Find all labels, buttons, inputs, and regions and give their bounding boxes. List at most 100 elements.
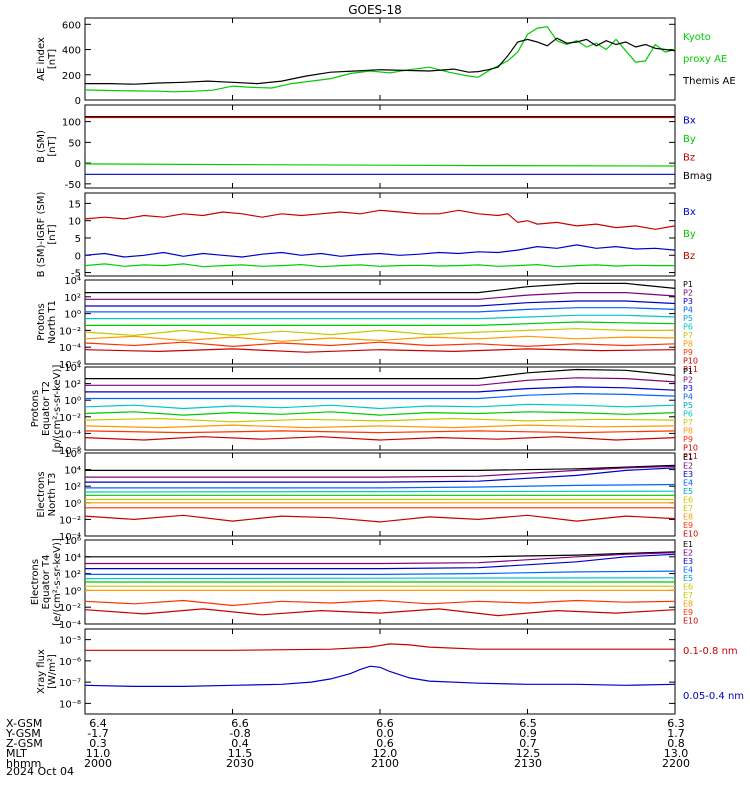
y-axis-label: North T1 — [47, 300, 58, 344]
y-tick-label: 5 — [75, 234, 81, 245]
series-line — [85, 377, 676, 386]
legend-label: Bx — [683, 207, 696, 218]
legend-label: P7 — [683, 331, 693, 340]
y-axis-label: Protons — [30, 390, 41, 427]
ephemeris-value: 6.3 — [667, 717, 685, 730]
legend-label: P7 — [683, 418, 693, 427]
series-line — [84, 341, 676, 348]
series-line — [84, 424, 676, 429]
date-label: 2024 Oct 04 — [6, 765, 74, 778]
y-tick-label: 10⁻⁴ — [59, 620, 81, 631]
legend-label: Bx — [683, 115, 696, 126]
series-line — [84, 263, 675, 268]
series-line — [84, 430, 676, 434]
series-line — [84, 335, 676, 342]
y-tick-label: 10⁻⁸ — [59, 699, 81, 710]
panel-pe: 10⁴ 10² 10⁰ 10⁻² 10⁻⁴ 10⁻⁶ Protons Equator T2 [p… — [30, 363, 698, 461]
panel-frame — [84, 192, 676, 277]
ephemeris-value: -0.8 — [229, 727, 250, 740]
panel-xray: 10⁻⁵ 10⁻⁶ 10⁻⁷ 10⁻⁸ Xray flux [W/m²] 0.1-0.8 n… — [36, 628, 744, 715]
series-line — [85, 467, 676, 483]
panel-frame — [84, 452, 676, 537]
series-line — [85, 643, 675, 651]
legend-label: P3 — [683, 297, 693, 306]
legend-label: P4 — [683, 306, 693, 315]
series-line — [84, 417, 676, 423]
y-axis-label: [p/(cm²-s-sr-keV)] — [52, 365, 63, 453]
y-tick-label: 10⁻⁶ — [59, 446, 81, 457]
y-tick-label: 10² — [64, 293, 81, 304]
ephemeris-value: 11.0 — [86, 747, 111, 760]
series-line — [84, 26, 676, 93]
ephemeris-row-label: MLT — [6, 747, 27, 760]
series-line — [84, 403, 676, 410]
y-tick-label: 10⁰ — [64, 396, 81, 407]
legend-label: P2 — [683, 289, 693, 298]
legend-label: P10 — [683, 357, 698, 366]
series-line — [85, 464, 676, 471]
ephemeris-value: 0.4 — [231, 737, 249, 750]
legend-label: E5 — [683, 487, 693, 496]
y-tick-label: 10⁴ — [64, 363, 81, 374]
series-line — [85, 483, 676, 489]
legend-label: Bz — [683, 251, 695, 262]
legend-label: 0.05-0.4 nm — [683, 691, 744, 702]
legend-label: E3 — [683, 557, 693, 566]
panel-ee: 10⁶ 10⁴ 10² 10⁰ 10⁻² 10⁻⁴ Electrons Equator T4[… — [30, 536, 698, 631]
legend-label: 0.1-0.8 nm — [683, 646, 738, 657]
series-line — [84, 490, 676, 493]
y-tick-label: 10⁻² — [59, 413, 81, 424]
legend-label: P3 — [683, 384, 693, 393]
legend-label: Themis AE — [682, 76, 736, 87]
y-tick-label: 100 — [62, 118, 81, 129]
legend-label: By — [683, 229, 696, 240]
legend-label: E10 — [683, 617, 698, 626]
series-line — [84, 163, 676, 167]
y-axis-label: [nT] — [47, 136, 58, 156]
y-axis-label: [W/m²] — [47, 654, 58, 689]
legend-label: E8 — [683, 513, 693, 522]
series-line — [85, 553, 676, 570]
ephemeris-value: 1.7 — [667, 727, 685, 740]
y-tick-label: 0 — [75, 251, 81, 262]
y-axis-label: Xray flux — [36, 649, 47, 694]
ephemeris-table: X-GSM 6.4 6.6 6.6 6.5 6.3 Y-GSM -1.7 -0.8 0.0 0.9 1… — [5, 717, 690, 770]
y-tick-label: 10 — [68, 217, 81, 228]
legend-label: E9 — [683, 521, 693, 530]
panel-frame — [84, 628, 676, 715]
legend-label: P6 — [683, 410, 693, 419]
legend-label: proxy AE — [683, 54, 727, 65]
legend-label: P10 — [683, 444, 698, 453]
y-tick-label: -5 — [71, 269, 81, 280]
series-line — [85, 552, 676, 565]
legend-label: P1 — [683, 280, 693, 289]
y-tick-label: 200 — [62, 71, 81, 82]
ephemeris-value: 0.8 — [667, 737, 685, 750]
ephemeris-value: 11.5 — [228, 747, 253, 760]
y-tick-label: 10² — [64, 570, 81, 581]
series-line — [84, 577, 676, 580]
y-tick-label: 10⁰ — [64, 310, 81, 321]
series-line — [84, 244, 676, 258]
legend-label: Bz — [683, 152, 695, 163]
series-line — [85, 465, 676, 478]
ephemeris-value: 2030 — [226, 757, 254, 770]
y-tick-label: 600 — [62, 20, 81, 31]
panel-bsm: -50 0 50 100 B (SM) [nT] Bx By Bz Bmag — [36, 104, 712, 191]
ephemeris-row-label: Y-GSM — [5, 727, 41, 740]
y-tick-label: 10⁶ — [64, 536, 81, 547]
ephemeris-row-label: Z-GSM — [6, 737, 43, 750]
series-line — [85, 386, 676, 393]
ephemeris-value: 6.5 — [519, 717, 537, 730]
series-line — [85, 392, 676, 400]
legend-label: E4 — [683, 566, 693, 575]
ephemeris-value: 2000 — [84, 757, 112, 770]
ephemeris-value: 0.0 — [376, 727, 394, 740]
y-tick-label: 10⁻⁶ — [59, 657, 81, 668]
legend-label: P8 — [683, 427, 693, 436]
panel-bigrf: -5 0 5 10 15 B (SM)-IGRF (SM) [nT] Bx By Bz — [36, 192, 696, 280]
series-line — [85, 300, 676, 307]
y-tick-label: 400 — [62, 46, 81, 57]
